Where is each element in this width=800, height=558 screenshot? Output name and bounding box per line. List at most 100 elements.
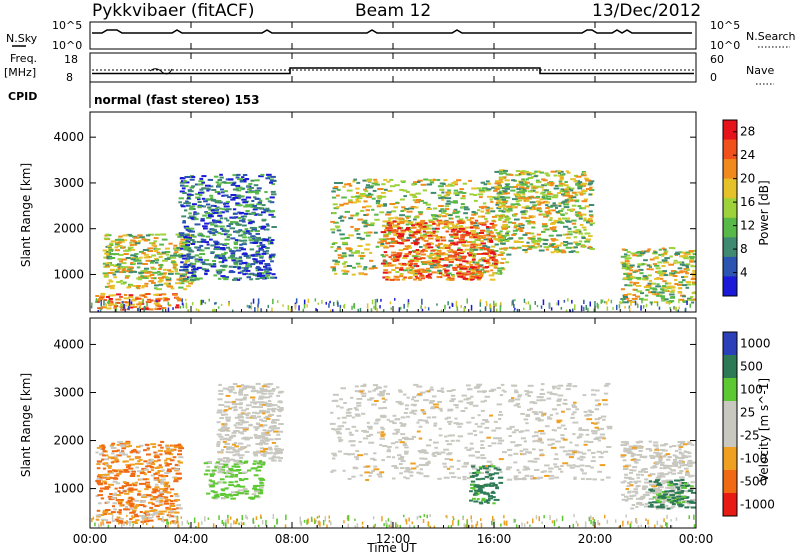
echo-cell (143, 449, 147, 451)
echo-cell (337, 417, 340, 419)
echo-cell (498, 236, 503, 238)
echo-cell (559, 181, 563, 183)
echo-cell (535, 440, 539, 442)
echo-cell (191, 243, 195, 245)
echo-cell (252, 258, 255, 260)
echo-cell (352, 267, 356, 269)
echo-cell (494, 229, 497, 231)
echo-cell (266, 271, 270, 273)
echo-cell (266, 434, 269, 436)
echo-cell (115, 249, 120, 251)
echo-cell (393, 234, 398, 236)
echo-cell (502, 227, 508, 229)
echo-cell (515, 398, 520, 400)
echo-cell (139, 257, 142, 259)
echo-cell (377, 432, 380, 434)
echo-cell (417, 181, 420, 183)
echo-cell (536, 181, 541, 183)
echo-cell (536, 186, 541, 188)
echo-cell (159, 500, 163, 502)
echo-cell (557, 387, 561, 389)
echo-cell (96, 463, 100, 465)
noise-cell (108, 300, 110, 304)
echo-cell (550, 414, 553, 416)
echo-cell (170, 495, 173, 497)
echo-cell (157, 274, 161, 276)
echo-cell (556, 211, 560, 213)
echo-cell (252, 493, 257, 495)
echo-cell (568, 228, 572, 230)
echo-cell (503, 170, 508, 172)
echo-cell (109, 253, 115, 255)
echo-cell (236, 385, 241, 387)
echo-cell (232, 183, 235, 185)
echo-cell (682, 284, 687, 286)
echo-cell (224, 409, 228, 411)
echo-cell (212, 470, 217, 472)
echo-cell (112, 294, 116, 296)
echo-cell (243, 252, 247, 254)
noise-cell (496, 309, 498, 312)
echo-cell (356, 263, 361, 265)
echo-cell (437, 390, 441, 392)
echo-cell (436, 179, 440, 181)
echo-cell (379, 238, 383, 240)
echo-cell (119, 492, 123, 494)
echo-cell (404, 453, 408, 455)
echo-cell (350, 397, 353, 399)
echo-cell (389, 245, 394, 247)
echo-cell (516, 188, 520, 190)
echo-cell (229, 476, 234, 478)
echo-cell (237, 178, 243, 180)
echo-cell (253, 242, 258, 244)
echo-cell (271, 193, 277, 195)
echo-cell (673, 275, 678, 277)
echo-cell (385, 279, 388, 281)
echo-cell (381, 263, 386, 265)
echo-cell (544, 243, 548, 245)
echo-cell (369, 260, 373, 262)
echo-cell (416, 249, 420, 251)
echo-cell (606, 446, 611, 448)
echo-cell (483, 235, 488, 237)
echo-cell (246, 408, 250, 410)
echo-cell (232, 279, 237, 281)
echo-cell (210, 224, 214, 226)
echo-cell (239, 220, 245, 222)
echo-cell (502, 201, 507, 203)
echo-cell (357, 266, 362, 268)
echo-cell (455, 212, 459, 214)
echo-cell (422, 249, 425, 251)
echo-cell (547, 193, 553, 195)
echo-cell (591, 389, 595, 391)
noise-cell (277, 300, 279, 303)
echo-cell (253, 403, 256, 405)
echo-cell (575, 184, 579, 186)
noise-cell (523, 308, 525, 310)
echo-cell (164, 482, 169, 484)
echo-cell (503, 191, 507, 193)
echo-cell (142, 285, 146, 287)
echo-cell (552, 226, 556, 228)
echo-cell (218, 384, 222, 386)
echo-cell (504, 179, 509, 181)
echo-cell (241, 398, 247, 400)
echo-cell (259, 410, 264, 412)
echo-cell (500, 178, 504, 180)
echo-cell (411, 468, 416, 470)
echo-cell (400, 180, 406, 182)
echo-cell (226, 395, 231, 397)
echo-cell (433, 179, 436, 181)
echo-cell (516, 203, 520, 205)
echo-cell (553, 393, 557, 395)
echo-cell (179, 197, 184, 199)
echo-cell (412, 396, 416, 398)
echo-cell (661, 255, 664, 257)
echo-cell (499, 173, 503, 175)
echo-cell (392, 456, 395, 458)
echo-cell (459, 239, 464, 241)
echo-cell (411, 194, 417, 196)
echo-cell (417, 231, 421, 233)
echo-cell (646, 250, 650, 252)
echo-cell (133, 306, 137, 308)
